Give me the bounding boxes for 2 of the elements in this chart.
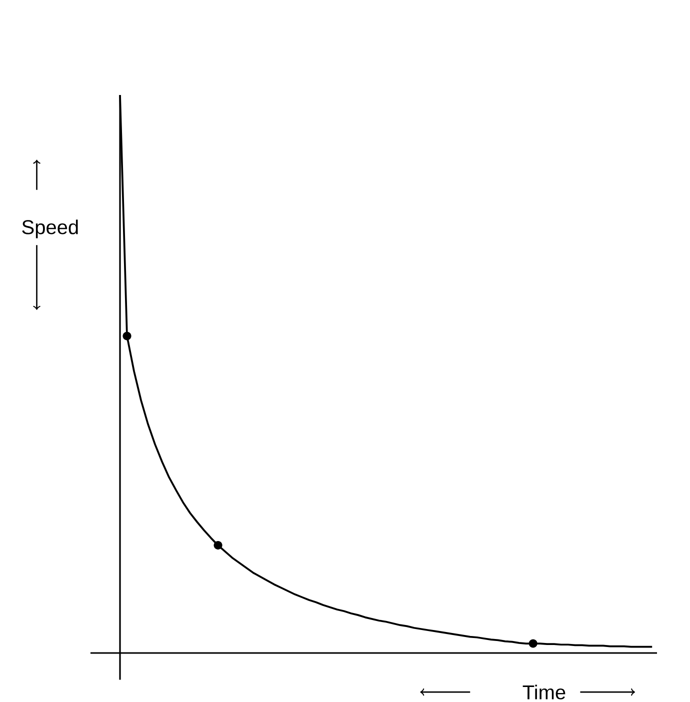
- y-axis-title: Speed: [22, 220, 78, 238]
- x-axis-title: Time: [522, 684, 566, 700]
